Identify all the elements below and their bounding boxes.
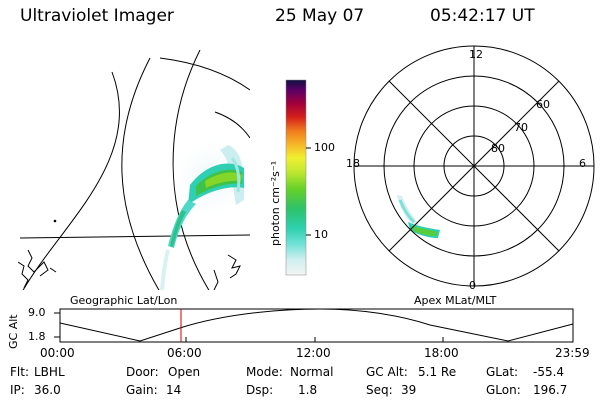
- location-marker: [53, 219, 57, 223]
- orbit-xtick-label: 06:00: [167, 346, 202, 360]
- aurora-emission-geographic: [160, 133, 250, 290]
- footer-key: GLat:: [486, 365, 519, 379]
- orbit-xtick-label: 23:59: [555, 346, 590, 360]
- orbit-plot-frame: [59, 308, 574, 343]
- aurora-emission-polar: [397, 195, 440, 238]
- orbit-xtick-label: 12:00: [296, 346, 331, 360]
- footer-key: Seq:: [366, 383, 393, 397]
- latitude-circle-top: [159, 57, 250, 91]
- footer-value-gain: 14: [166, 383, 182, 397]
- footer-value-dsp: 1.8: [298, 383, 318, 397]
- orbit-xtick-label: 00:00: [40, 346, 75, 360]
- footer-key: Flt:: [10, 365, 29, 379]
- time-label: 05:42:17 UT: [430, 6, 535, 26]
- polar-grid: [353, 45, 595, 287]
- apex-panel-label: Apex MLat/MLT: [414, 294, 497, 307]
- mlt-label-0: 0: [469, 279, 476, 292]
- footer-value-mode: Normal: [290, 365, 334, 379]
- colorbar-tick-label-100: 100: [314, 141, 335, 154]
- lat-label-60: 60: [536, 98, 550, 111]
- mlt-label-12: 12: [469, 48, 483, 61]
- coastline: [27, 249, 49, 277]
- meridian-line: [22, 71, 120, 290]
- colorbar-unit-label: photon cm⁻²s⁻¹: [269, 160, 282, 246]
- geographic-map-panel: [18, 50, 250, 290]
- footer-key: IP:: [10, 383, 25, 397]
- latitude-circle-right: [214, 111, 250, 139]
- footer-key: Dsp:: [246, 383, 274, 397]
- orbit-ytick-label: 9.0: [28, 306, 46, 319]
- coastline: [227, 254, 241, 279]
- geographic-panel-label: Geographic Lat/Lon: [70, 294, 178, 307]
- colorbar: [285, 79, 311, 276]
- meridian-line: [121, 57, 160, 290]
- coastline: [49, 267, 57, 273]
- colorbar-tick-label-10: 10: [314, 228, 328, 241]
- footer-key: Mode:: [246, 365, 283, 379]
- footer-value-glon: 196.7: [533, 383, 568, 397]
- orbit-xtick-label: 18:00: [424, 346, 459, 360]
- footer-value-seq: 39: [401, 383, 417, 397]
- date-label: 25 May 07: [275, 6, 365, 26]
- coastline: [18, 261, 29, 289]
- orbit-ytick-label: 1.8: [28, 330, 46, 343]
- lat-label-80: 80: [491, 142, 505, 155]
- mlt-label-6: 6: [579, 157, 586, 170]
- mlt-label-18: 18: [346, 157, 360, 170]
- footer-key: Door:: [126, 365, 159, 379]
- instrument-title: Ultraviolet Imager: [20, 6, 174, 26]
- footer-value-gcalt: 5.1 Re: [418, 365, 457, 379]
- orbit-altitude-curve: [59, 308, 574, 342]
- polar-mlat-mlt-panel: [353, 45, 595, 287]
- lat-label-70: 70: [514, 121, 528, 134]
- coastline: [213, 269, 219, 290]
- footer-key: Gain:: [126, 383, 158, 397]
- footer-key: GLon:: [486, 383, 521, 397]
- latitude-line: [19, 234, 250, 239]
- footer-value-door: Open: [168, 365, 201, 379]
- footer-key: GC Alt:: [366, 365, 408, 379]
- colorbar-scale: [285, 79, 307, 276]
- footer-value-ip: 36.0: [34, 383, 61, 397]
- orbit-altitude-plot: [54, 308, 574, 343]
- orbit-ylabel: GC Alt: [7, 314, 20, 349]
- footer-value-flt: LBHL: [34, 365, 65, 379]
- coastlines: [18, 249, 241, 290]
- polar-diagonal: [388, 80, 560, 252]
- footer-value-glat: -55.4: [533, 365, 565, 379]
